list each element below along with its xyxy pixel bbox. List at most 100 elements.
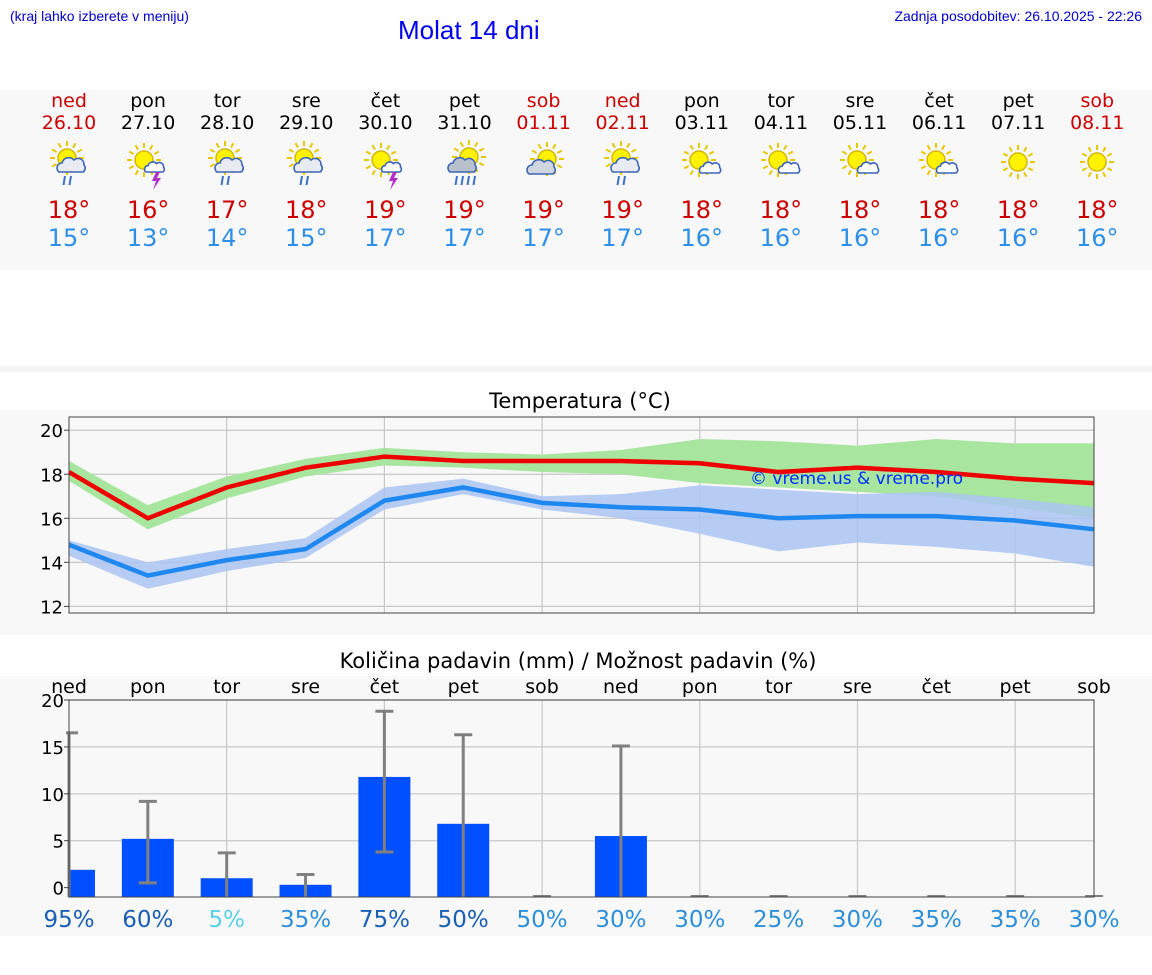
day-name: čet [370, 90, 401, 112]
day-date: 31.10 [437, 112, 492, 134]
day-column: sob 01.11 19° 17° [504, 90, 584, 252]
temp-max: 19° [601, 196, 644, 224]
sun-cloud-rain-icon [287, 141, 324, 186]
error-bar [454, 733, 473, 897]
temp-max: 19° [364, 196, 407, 224]
day-date: 29.10 [279, 112, 334, 134]
temp-min: 15° [285, 224, 328, 252]
max-temp-line [67, 454, 1095, 521]
temp-max: 19° [443, 196, 486, 224]
temp-max: 17° [205, 196, 249, 224]
y-tick-label: 0 [53, 879, 64, 900]
temp-max: 18° [1076, 196, 1119, 224]
precip-day-label: pet [448, 676, 479, 698]
sun-small-cloud-icon [681, 143, 722, 177]
day-name: tor [767, 90, 795, 112]
temp-max: 18° [47, 196, 91, 224]
y-tick-label: 15 [41, 738, 64, 759]
precip-probability: 30% [1068, 907, 1119, 933]
temp-max: 18° [917, 196, 961, 224]
day-column: tor 04.11 18° 16° [741, 90, 821, 252]
sun-cloud-heavy-rain-icon [446, 140, 486, 186]
day-name: čet [924, 90, 954, 112]
precip-day-label: sob [1077, 676, 1111, 698]
error-bar [138, 799, 157, 885]
precip-day-label: tor [213, 676, 240, 698]
sun-icon [1080, 145, 1115, 179]
temp-max: 18° [996, 196, 1040, 224]
temp-max: 18° [285, 196, 328, 224]
temp-min: 17° [522, 224, 565, 252]
temp-min: 14° [205, 224, 249, 252]
page-title: Molat 14 dni [398, 15, 540, 45]
temp-min: 17° [443, 224, 486, 252]
day-date: 27.10 [120, 112, 176, 134]
max-temp-band [69, 439, 1094, 530]
precip-day-label: sre [291, 676, 320, 698]
temp-max: 19° [522, 196, 565, 224]
min-temp-band [69, 478, 1094, 589]
temp-max: 18° [680, 196, 724, 224]
error-bar [611, 744, 630, 897]
y-tick-label: 12 [40, 597, 63, 618]
sun-cloud-icon [525, 142, 564, 176]
y-tick-label: 14 [40, 553, 63, 574]
day-date: 04.11 [753, 112, 809, 134]
day-date: 01.11 [516, 112, 571, 134]
plot-frame [68, 699, 1095, 898]
precip-probability: 30% [674, 907, 725, 933]
day-column: sre 05.11 18° 16° [820, 90, 900, 252]
day-column: čet 30.10 19° 17° [345, 90, 425, 252]
error-bar [296, 872, 315, 897]
day-name: pon [683, 90, 720, 112]
min-temp-line [68, 485, 1095, 578]
temp-min: 16° [1076, 224, 1119, 252]
day-column: tor 28.10 17° 14° [187, 90, 267, 252]
temp-min: 15° [47, 224, 91, 252]
precip-probability: 60% [122, 907, 173, 933]
day-column: pet 07.11 18° 16° [978, 90, 1058, 252]
precip-probability: 35% [911, 907, 962, 933]
precip-day-label: ned [603, 676, 639, 698]
day-name: ned [51, 90, 87, 112]
sun-cloud-rain-icon [603, 141, 640, 186]
sun-thunder-icon [127, 143, 166, 190]
menu-hint[interactable]: (kraj lahko izberete v meniju) [10, 8, 189, 24]
temperature-chart: Temperatura (°C) 20 18 16 14 12 © vreme.us & v… [40, 389, 1095, 618]
temp-max: 18° [759, 196, 803, 224]
y-tick-label: 18 [40, 465, 63, 486]
precip-probability: 5% [208, 907, 245, 933]
day-name: sre [845, 90, 875, 112]
day-column: sre 29.10 18° 15° [266, 90, 346, 252]
temp-min: 16° [838, 224, 882, 252]
forecast-band [0, 90, 1152, 270]
sun-cloud-rain-icon [50, 141, 87, 186]
temp-min: 17° [364, 224, 407, 252]
temp-min: 16° [759, 224, 803, 252]
precip-day-label: pet [1000, 676, 1031, 698]
day-name: sre [291, 90, 321, 112]
precip-probability: 25% [753, 907, 804, 933]
precip-probability: 50% [438, 907, 489, 933]
precip-bar [69, 869, 95, 897]
plot-frame [68, 416, 1095, 614]
precip-probability: 30% [595, 907, 646, 933]
sun-cloud-rain-icon [208, 141, 245, 186]
precip-day-label: sre [843, 676, 872, 698]
sun-small-cloud-icon [840, 143, 880, 177]
precip-day-label: tor [765, 676, 792, 698]
sun-small-cloud-icon [919, 143, 959, 177]
day-column: ned 26.10 18° 15° [29, 90, 109, 252]
day-date: 07.11 [990, 112, 1046, 134]
day-date: 06.11 [911, 112, 967, 134]
day-name: ned [604, 90, 641, 112]
day-date: 05.11 [832, 112, 888, 134]
day-column: pon 27.10 16° 13° [108, 90, 188, 252]
precip-probability: 50% [517, 907, 568, 933]
error-bar [375, 709, 394, 854]
last-updated: Zadnja posodobitev: 26.10.2025 - 22:26 [894, 8, 1142, 24]
temp-min: 13° [126, 224, 170, 252]
precip-day-label: čet [922, 676, 952, 698]
day-column: čet 06.11 18° 16° [899, 90, 979, 252]
precip-day-label: pon [130, 676, 166, 698]
